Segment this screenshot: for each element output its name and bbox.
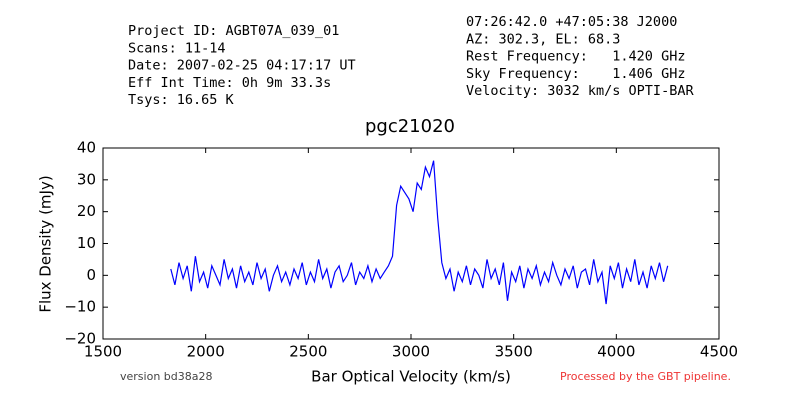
chart-title: pgc21020	[365, 116, 455, 137]
header-line: Rest Frequency: 1.420 GHz	[466, 49, 685, 65]
y-tick-label: 40	[77, 139, 96, 157]
y-tick-label: 0	[86, 266, 96, 284]
y-axis-label: Flux Density (mJy)	[37, 175, 55, 312]
y-tick-label: 20	[77, 202, 96, 220]
header-line: Eff Int Time: 0h 9m 33.3s	[128, 75, 331, 91]
header-line: Tsys: 16.65 K	[128, 92, 235, 108]
x-tick-label: 4500	[700, 343, 738, 361]
version: version bd38a28	[120, 370, 213, 383]
header-line: 07:26:42.0 +47:05:38 J2000	[466, 14, 677, 30]
plot-frame	[102, 147, 720, 340]
header-line: Project ID: AGBT07A_039_01	[128, 23, 339, 39]
header-line: AZ: 302.3, EL: 68.3	[466, 31, 620, 47]
y-tick-label: −10	[64, 298, 96, 316]
pipeline-note: Processed by the GBT pipeline.	[560, 370, 731, 383]
x-tick-label: 3500	[495, 343, 533, 361]
x-tick-label: 2500	[289, 343, 327, 361]
y-tick-label: −20	[64, 330, 96, 348]
x-tick-label: 2000	[187, 343, 225, 361]
x-tick-label: 4000	[597, 343, 635, 361]
y-tick-label: 10	[77, 234, 96, 252]
header-line: Sky Frequency: 1.406 GHz	[466, 66, 685, 82]
header-line: Date: 2007-02-25 04:17:17 UT	[128, 58, 356, 74]
y-tick-label: 30	[77, 170, 96, 188]
header-line: Velocity: 3032 km/s OPTI-BAR	[466, 83, 694, 99]
x-axis-label: Bar Optical Velocity (km/s)	[311, 368, 511, 386]
x-tick-label: 3000	[392, 343, 430, 361]
spectrum-line	[170, 160, 669, 305]
x-tick-label: 1500	[84, 343, 122, 361]
header-line: Scans: 11-14	[128, 40, 226, 56]
